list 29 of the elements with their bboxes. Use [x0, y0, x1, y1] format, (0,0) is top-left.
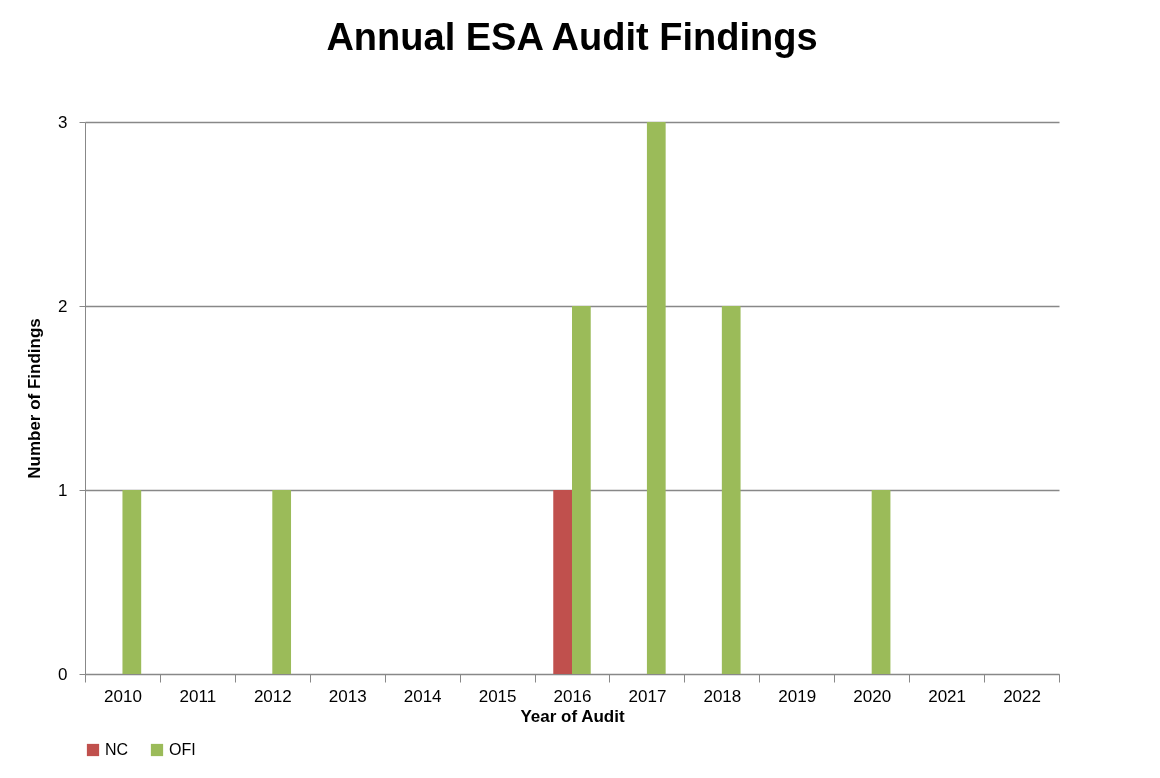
x-tick-label: 2016	[553, 686, 592, 706]
x-tick-label: 2011	[179, 686, 217, 706]
y-tick-label: 2	[58, 296, 68, 316]
y-tick-label: 0	[58, 664, 68, 684]
y-tick-label: 3	[58, 112, 68, 132]
bar	[272, 490, 292, 674]
x-axis-title: Year of Audit	[520, 706, 625, 726]
x-tick-label: 2015	[478, 686, 517, 706]
x-tick-label: 2013	[328, 686, 367, 706]
x-tick-label: 2012	[253, 686, 292, 706]
bar	[122, 490, 142, 674]
x-tick-label: 2021	[928, 686, 967, 706]
legend-label: OFI	[169, 741, 196, 758]
chart-title: Annual ESA Audit Findings	[326, 16, 818, 58]
x-tick-label: 2010	[104, 686, 142, 706]
y-tick-label: 1	[58, 480, 68, 500]
bar	[871, 490, 891, 674]
x-tick-label: 2019	[778, 686, 817, 706]
x-tick-label: 2014	[403, 686, 442, 706]
legend-label: NC	[105, 741, 129, 758]
x-tick-label: 2020	[853, 686, 892, 706]
bar	[721, 306, 741, 674]
bar	[646, 122, 666, 674]
y-axis-title: Number of Findings	[25, 318, 45, 479]
x-tick-label: 2017	[628, 686, 667, 706]
x-tick-label: 2022	[1003, 686, 1041, 706]
bar	[553, 490, 572, 674]
bar	[572, 306, 591, 674]
x-tick-label: 2018	[703, 686, 742, 706]
